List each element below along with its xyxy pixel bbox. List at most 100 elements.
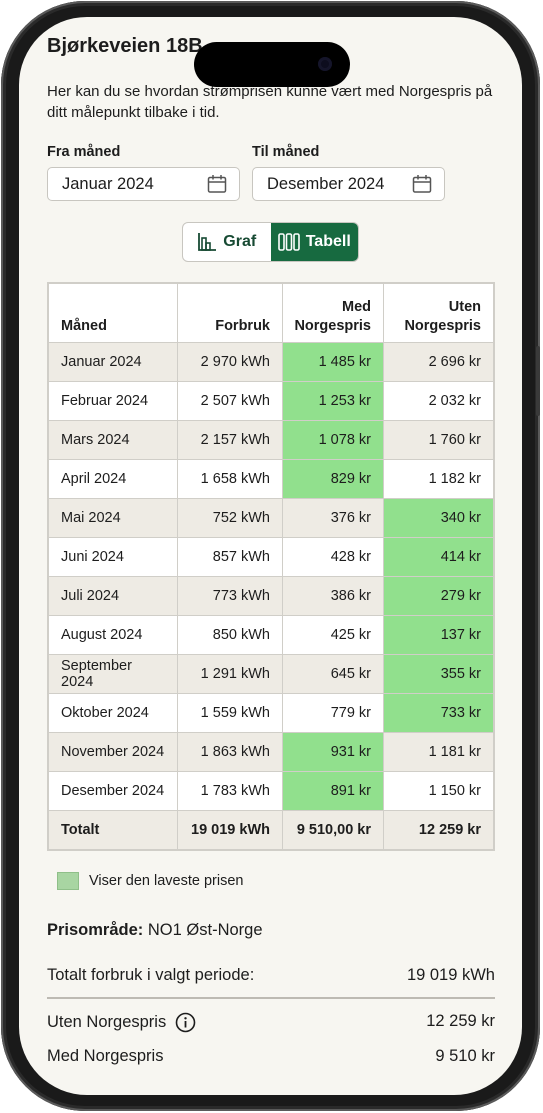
cell-month: Desember 2024 bbox=[47, 771, 178, 811]
table-columns-icon bbox=[277, 233, 300, 251]
from-month-picker[interactable]: Januar 2024 bbox=[47, 167, 240, 201]
table-row: Februar 2024 2 507 kWh 1 253 kr 2 032 kr bbox=[47, 381, 495, 421]
without-norgespris-value: 12 259 kr bbox=[426, 1012, 495, 1030]
table-row: November 2024 1 863 kWh 931 kr 1 181 kr bbox=[47, 732, 495, 772]
table-row: Oktober 2024 1 559 kWh 779 kr 733 kr bbox=[47, 693, 495, 733]
from-month-value: Januar 2024 bbox=[62, 174, 154, 193]
bar-chart-icon bbox=[198, 233, 217, 251]
table-tab[interactable]: Tabell bbox=[270, 223, 358, 261]
cell-with-norgespris: 428 kr bbox=[282, 537, 384, 577]
cell-with-norgespris: 931 kr bbox=[282, 732, 384, 772]
table-tab-label: Tabell bbox=[305, 233, 351, 250]
table-row: September 2024 1 291 kWh 645 kr 355 kr bbox=[47, 654, 495, 694]
cell-usage: 1 783 kWh bbox=[177, 771, 283, 811]
cell-month: August 2024 bbox=[47, 615, 178, 655]
legend-swatch bbox=[57, 872, 79, 890]
cell-month: Januar 2024 bbox=[47, 342, 178, 382]
cell-usage: 1 863 kWh bbox=[177, 732, 283, 772]
price-region-label: Prisområde: bbox=[47, 921, 144, 939]
calendar-icon bbox=[412, 175, 432, 193]
col-header-without-norgespris: Uten Norgespris bbox=[383, 282, 495, 343]
cell-with-norgespris: 829 kr bbox=[282, 459, 384, 499]
price-region: Prisområde: NO1 Øst-Norge bbox=[47, 921, 263, 940]
cell-without-norgespris: 2 032 kr bbox=[383, 381, 495, 421]
graph-tab[interactable]: Graf bbox=[183, 223, 271, 261]
camera-icon bbox=[318, 57, 332, 71]
info-icon[interactable] bbox=[175, 1012, 196, 1033]
table-total-row: Totalt 19 019 kWh 9 510,00 kr 12 259 kr bbox=[47, 810, 495, 851]
cell-without-norgespris: 1 760 kr bbox=[383, 420, 495, 460]
cell-without-norgespris: 1 150 kr bbox=[383, 771, 495, 811]
table-row: Januar 2024 2 970 kWh 1 485 kr 2 696 kr bbox=[47, 342, 495, 382]
view-toggle: Graf Tabell bbox=[182, 222, 359, 262]
cell-without-norgespris: 1 182 kr bbox=[383, 459, 495, 499]
cell-with-norgespris: 779 kr bbox=[282, 693, 384, 733]
total-usage-label: Totalt forbruk i valgt periode: bbox=[47, 966, 255, 984]
to-month-label: Til måned bbox=[252, 144, 320, 160]
cell-month: Februar 2024 bbox=[47, 381, 178, 421]
price-region-value: NO1 Øst-Norge bbox=[147, 921, 263, 939]
table-row: Mars 2024 2 157 kWh 1 078 kr 1 760 kr bbox=[47, 420, 495, 460]
cell-month: Oktober 2024 bbox=[47, 693, 178, 733]
cell-with-norgespris: 891 kr bbox=[282, 771, 384, 811]
cell-without-norgespris: 733 kr bbox=[383, 693, 495, 733]
table-row: April 2024 1 658 kWh 829 kr 1 182 kr bbox=[47, 459, 495, 499]
cell-without-norgespris: 355 kr bbox=[383, 654, 495, 694]
cell-usage: 773 kWh bbox=[177, 576, 283, 616]
table-header-row: Måned Forbruk Med Norgespris Uten Norges… bbox=[47, 282, 495, 343]
total-usage-value: 19 019 kWh bbox=[406, 966, 495, 984]
graph-tab-label: Graf bbox=[223, 233, 257, 250]
col-header-without-line2: Norgespris bbox=[404, 318, 481, 334]
side-button bbox=[536, 346, 540, 416]
cell-usage: 2 157 kWh bbox=[177, 420, 283, 460]
col-header-usage: Forbruk bbox=[177, 282, 283, 343]
cell-usage: 1 658 kWh bbox=[177, 459, 283, 499]
cell-usage: 752 kWh bbox=[177, 498, 283, 538]
cell-without-norgespris: 340 kr bbox=[383, 498, 495, 538]
cell-month: September 2024 bbox=[47, 654, 178, 694]
cell-usage: 857 kWh bbox=[177, 537, 283, 577]
table-row: August 2024 850 kWh 425 kr 137 kr bbox=[47, 615, 495, 655]
total-with: 9 510,00 kr bbox=[282, 810, 384, 851]
cell-without-norgespris: 279 kr bbox=[383, 576, 495, 616]
intro-text: Her kan du se hvordan strømprisen kunne … bbox=[47, 83, 493, 121]
cell-with-norgespris: 1 253 kr bbox=[282, 381, 384, 421]
without-norgespris-row: Uten Norgespris 12 259 kr bbox=[47, 1012, 495, 1033]
without-norgespris-label: Uten Norgespris bbox=[47, 1012, 167, 1031]
legend-text: Viser den laveste prisen bbox=[89, 873, 244, 889]
cell-usage: 2 507 kWh bbox=[177, 381, 283, 421]
table-row: Desember 2024 1 783 kWh 891 kr 1 150 kr bbox=[47, 771, 495, 811]
cell-with-norgespris: 376 kr bbox=[282, 498, 384, 538]
cell-usage: 1 559 kWh bbox=[177, 693, 283, 733]
cell-usage: 1 291 kWh bbox=[177, 654, 283, 694]
table-body: Januar 2024 2 970 kWh 1 485 kr 2 696 kr Febr… bbox=[47, 342, 495, 811]
total-usage-row: Totalt forbruk i valgt periode: 19 019 k… bbox=[47, 966, 495, 985]
col-header-with-norgespris: Med Norgespris bbox=[282, 282, 384, 343]
price-table: Måned Forbruk Med Norgespris Uten Norges… bbox=[47, 282, 495, 851]
cell-with-norgespris: 645 kr bbox=[282, 654, 384, 694]
cell-without-norgespris: 137 kr bbox=[383, 615, 495, 655]
col-header-with-line1: Med bbox=[342, 299, 371, 315]
with-norgespris-label: Med Norgespris bbox=[47, 1047, 164, 1065]
legend: Viser den laveste prisen bbox=[57, 872, 244, 890]
cell-with-norgespris: 1 078 kr bbox=[282, 420, 384, 460]
cell-with-norgespris: 425 kr bbox=[282, 615, 384, 655]
page-title: Bjørkeveien 18B bbox=[47, 35, 203, 57]
col-header-month: Måned bbox=[47, 282, 178, 343]
summary-divider bbox=[47, 997, 495, 999]
cell-month: Juli 2024 bbox=[47, 576, 178, 616]
cell-with-norgespris: 1 485 kr bbox=[282, 342, 384, 382]
total-label: Totalt bbox=[47, 810, 178, 851]
cell-month: November 2024 bbox=[47, 732, 178, 772]
cell-month: Mars 2024 bbox=[47, 420, 178, 460]
cell-without-norgespris: 414 kr bbox=[383, 537, 495, 577]
to-month-value: Desember 2024 bbox=[267, 174, 385, 193]
to-month-picker[interactable]: Desember 2024 bbox=[252, 167, 445, 201]
calendar-icon bbox=[207, 175, 227, 193]
col-header-with-line2: Norgespris bbox=[294, 318, 371, 334]
with-norgespris-row: Med Norgespris 9 510 kr bbox=[47, 1047, 495, 1066]
cell-month: Mai 2024 bbox=[47, 498, 178, 538]
dynamic-island bbox=[194, 42, 350, 87]
table-row: Juli 2024 773 kWh 386 kr 279 kr bbox=[47, 576, 495, 616]
